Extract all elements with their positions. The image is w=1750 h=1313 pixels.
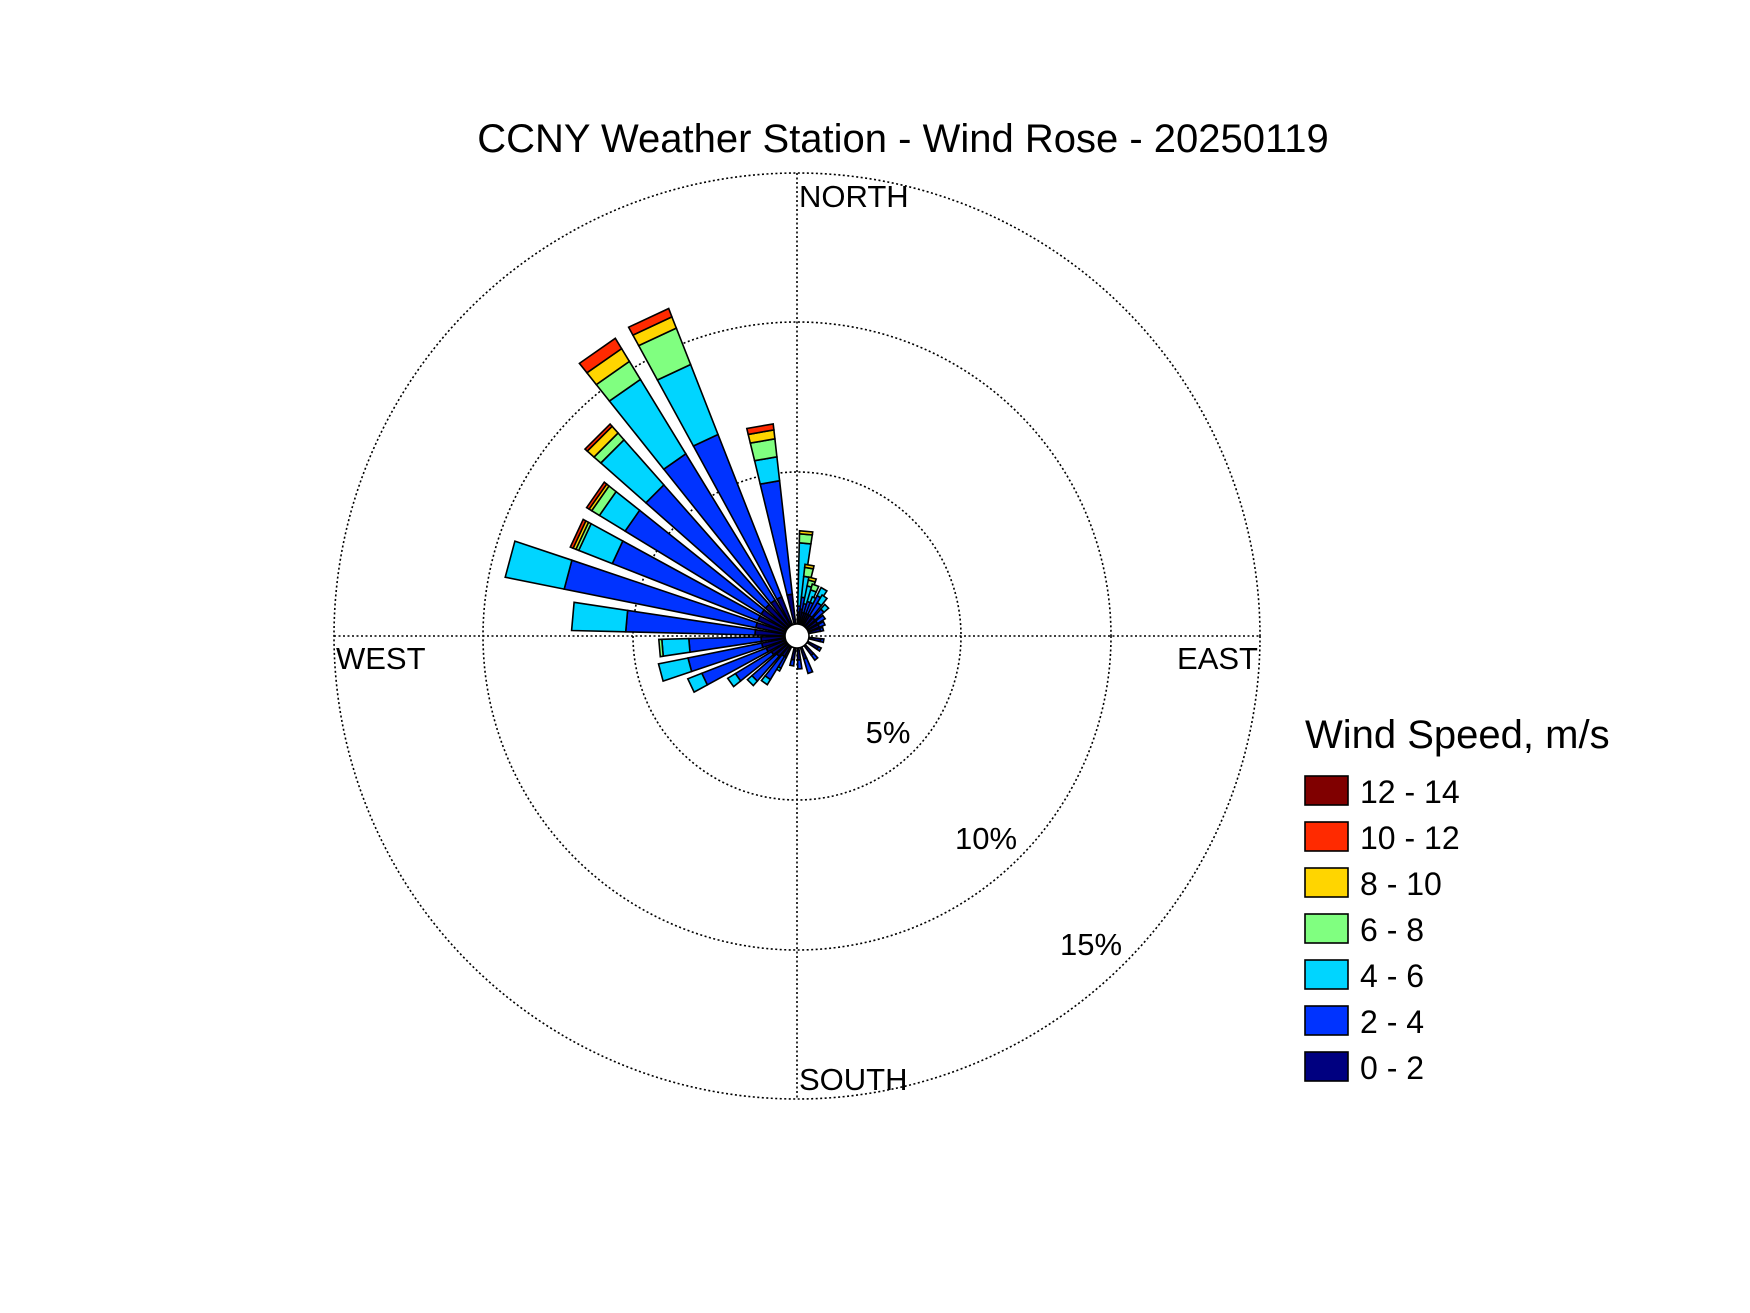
polar-grid bbox=[333, 172, 1261, 1100]
north-label: NORTH bbox=[799, 179, 909, 214]
chart-title: CCNY Weather Station - Wind Rose - 20250… bbox=[477, 117, 1329, 161]
legend-label: 4 - 6 bbox=[1360, 958, 1424, 994]
axis-labels: NORTH SOUTH WEST EAST 5% 10% 15% bbox=[336, 179, 1258, 1097]
wedge-190deg-bin-0 bbox=[790, 646, 797, 661]
legend: Wind Speed, m/s 12 - 14 10 - 12 8 - 10 6… bbox=[1304, 713, 1610, 1086]
wedge-160deg-bin-1 bbox=[802, 656, 814, 675]
ring-label-5: 5% bbox=[866, 715, 911, 750]
wedge-5deg-bin-4 bbox=[798, 529, 814, 536]
legend-item: 10 - 12 bbox=[1304, 820, 1460, 856]
wind-rose-wedges bbox=[504, 307, 830, 694]
legend-swatch bbox=[1304, 775, 1349, 806]
wedge-175deg-bin-0 bbox=[796, 647, 802, 661]
wedge-350deg-bin-5 bbox=[745, 422, 775, 436]
legend-label: 2 - 4 bbox=[1360, 1004, 1424, 1040]
ring-label-10: 10% bbox=[955, 821, 1017, 856]
wedge-120deg-bin-1 bbox=[815, 645, 823, 653]
wedge-350deg-bin-2 bbox=[753, 455, 781, 486]
legend-swatch bbox=[1304, 1005, 1349, 1036]
wedge-255deg-bin-2 bbox=[657, 657, 693, 683]
east-label: EAST bbox=[1177, 641, 1258, 676]
legend-label: 8 - 10 bbox=[1360, 866, 1442, 902]
south-label: SOUTH bbox=[799, 1062, 908, 1097]
wedge-175deg-bin-1 bbox=[796, 658, 803, 670]
west-label: WEST bbox=[336, 641, 426, 676]
legend-item: 6 - 8 bbox=[1304, 912, 1424, 948]
legend-item: 2 - 4 bbox=[1304, 1004, 1424, 1040]
wedge-315deg-bin-5 bbox=[583, 422, 614, 453]
wedge-295deg-bin-5 bbox=[569, 518, 587, 550]
wedge-215deg-bin-2 bbox=[760, 674, 772, 686]
wedge-235deg-bin-2 bbox=[726, 672, 742, 688]
wedge-65deg-bin-1 bbox=[817, 620, 827, 629]
wedge-10deg-bin-4 bbox=[803, 563, 815, 570]
legend-label: 0 - 2 bbox=[1360, 1050, 1424, 1086]
legend-label: 6 - 8 bbox=[1360, 912, 1424, 948]
wedge-140deg-bin-1 bbox=[810, 652, 819, 662]
wedge-100deg-bin-1 bbox=[819, 637, 825, 644]
legend-item: 0 - 2 bbox=[1304, 1050, 1424, 1086]
legend-title: Wind Speed, m/s bbox=[1305, 713, 1610, 757]
wedge-35deg-bin-2 bbox=[816, 593, 829, 607]
legend-item: 12 - 14 bbox=[1304, 774, 1460, 810]
wedge-305deg-bin-5 bbox=[585, 481, 608, 511]
wedge-285deg-bin-2 bbox=[504, 540, 573, 591]
legend-item: 4 - 6 bbox=[1304, 958, 1424, 994]
legend-swatch bbox=[1304, 913, 1349, 944]
legend-swatch bbox=[1304, 959, 1349, 990]
legend-item: 8 - 10 bbox=[1304, 866, 1442, 902]
wedge-275deg-bin-2 bbox=[570, 601, 629, 633]
wedge-75deg-bin-1 bbox=[818, 626, 825, 633]
wedge-55deg-bin-1 bbox=[814, 614, 827, 625]
wedge-335deg-bin-5 bbox=[627, 307, 673, 337]
wedge-225deg-bin-2 bbox=[746, 674, 759, 687]
legend-label: 12 - 14 bbox=[1360, 774, 1460, 810]
wedge-265deg-bin-2 bbox=[660, 637, 691, 658]
wedge-265deg-bin-3 bbox=[657, 638, 665, 658]
wedge-15deg-bin-4 bbox=[807, 576, 818, 583]
center-hub bbox=[784, 623, 810, 649]
wedge-45deg-bin-2 bbox=[819, 603, 830, 614]
ring-label-15: 15% bbox=[1060, 927, 1122, 962]
wedge-100deg-bin-0 bbox=[807, 636, 822, 643]
wedge-190deg-bin-1 bbox=[788, 658, 796, 667]
wedge-325deg-bin-5 bbox=[578, 337, 623, 374]
legend-swatch bbox=[1304, 821, 1349, 852]
wedge-20deg-bin-3 bbox=[809, 583, 820, 593]
wedge-245deg-bin-2 bbox=[686, 672, 709, 694]
legend-label: 10 - 12 bbox=[1360, 820, 1460, 856]
legend-swatch bbox=[1304, 867, 1349, 898]
legend-swatch bbox=[1304, 1051, 1349, 1082]
